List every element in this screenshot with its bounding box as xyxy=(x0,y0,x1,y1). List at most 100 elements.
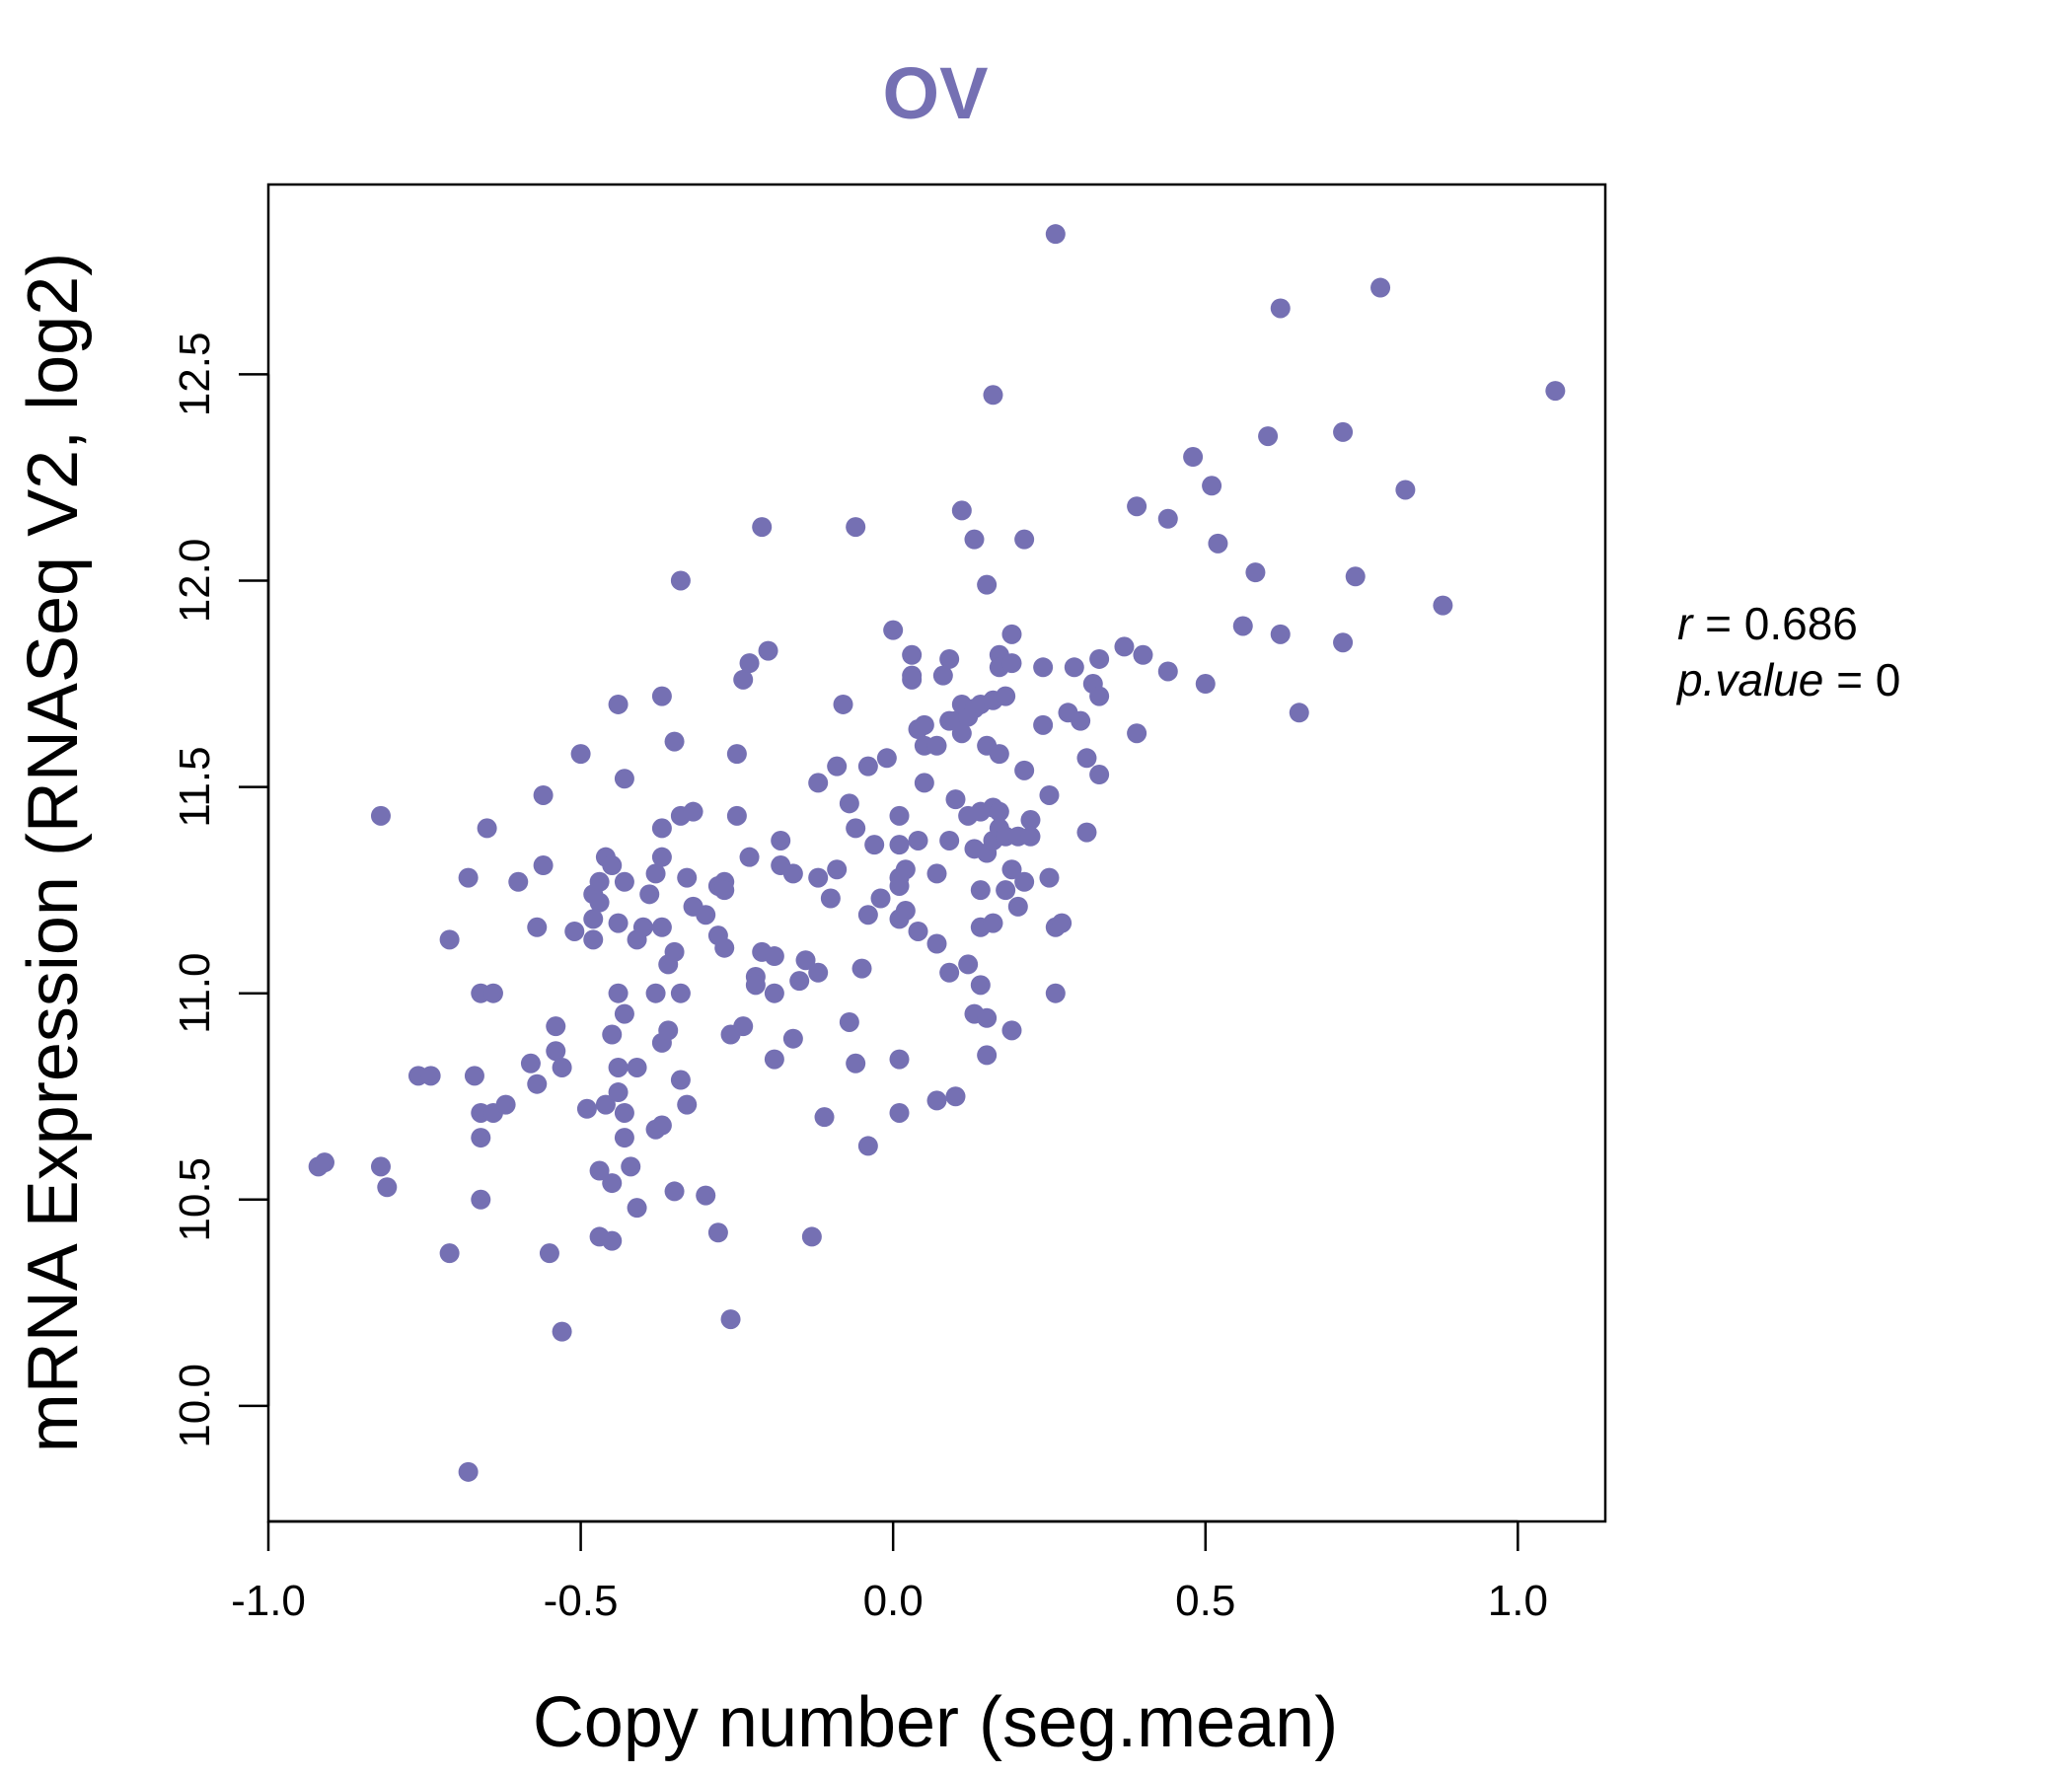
data-point xyxy=(533,855,554,876)
data-point xyxy=(1245,562,1266,583)
data-point xyxy=(839,1011,859,1032)
data-point xyxy=(564,921,585,941)
data-point xyxy=(996,880,1016,901)
y-tick-label: 12.5 xyxy=(171,333,219,417)
data-point xyxy=(839,793,859,814)
data-point xyxy=(1020,826,1041,847)
data-point xyxy=(883,620,904,640)
data-point xyxy=(895,859,916,880)
data-point xyxy=(1114,636,1135,657)
data-point xyxy=(908,921,928,941)
chart-title: OV xyxy=(883,52,989,134)
data-point xyxy=(552,1321,572,1342)
data-point xyxy=(926,735,947,756)
data-point xyxy=(908,830,928,851)
data-point xyxy=(1127,496,1147,517)
data-point xyxy=(608,1057,629,1077)
correlation-annotation: r = 0.686 xyxy=(1677,598,1858,649)
data-point xyxy=(608,983,629,1003)
data-point xyxy=(683,801,703,822)
data-point xyxy=(926,863,947,884)
data-point xyxy=(651,686,672,706)
data-point xyxy=(889,805,910,826)
data-point xyxy=(602,855,623,876)
data-point xyxy=(670,983,691,1003)
data-point xyxy=(1007,896,1028,917)
data-point xyxy=(608,694,629,714)
y-tick-label: 10.5 xyxy=(171,1157,219,1242)
data-point xyxy=(1045,224,1066,245)
data-point xyxy=(1270,624,1291,644)
data-point xyxy=(608,913,629,933)
x-tick-label: 1.0 xyxy=(1488,1577,1548,1625)
data-point xyxy=(420,1066,441,1086)
pvalue-annotation: p.value = 0 xyxy=(1675,654,1900,705)
data-point xyxy=(714,937,735,958)
data-point xyxy=(1089,765,1110,785)
data-point xyxy=(602,1173,623,1194)
data-point xyxy=(782,1028,803,1049)
data-point xyxy=(533,784,554,805)
data-point xyxy=(808,773,829,793)
data-point xyxy=(482,983,503,1003)
data-point xyxy=(814,1107,835,1128)
data-point xyxy=(1258,426,1279,447)
data-point xyxy=(520,1053,541,1073)
data-point xyxy=(926,933,947,954)
data-point xyxy=(939,648,960,669)
data-point xyxy=(827,756,848,777)
data-point xyxy=(970,975,991,996)
data-point xyxy=(614,1128,634,1148)
data-point xyxy=(789,971,810,992)
y-tick-label: 12.0 xyxy=(171,539,219,624)
data-point xyxy=(677,1094,698,1115)
data-point xyxy=(471,1128,491,1148)
data-point xyxy=(951,500,972,521)
data-point xyxy=(733,669,754,690)
data-point xyxy=(495,1094,516,1115)
p-label: p.value xyxy=(1675,654,1823,705)
data-point xyxy=(739,653,760,674)
data-point xyxy=(1333,632,1354,653)
data-point xyxy=(1289,703,1309,723)
data-point xyxy=(602,1024,623,1045)
data-point xyxy=(546,1041,566,1062)
data-point xyxy=(939,830,960,851)
data-point xyxy=(795,950,816,971)
data-point xyxy=(1033,714,1054,735)
data-point xyxy=(539,1243,559,1264)
data-point xyxy=(1133,644,1153,665)
data-point xyxy=(977,574,998,595)
data-point xyxy=(1045,983,1066,1003)
data-point xyxy=(945,1086,966,1107)
data-point xyxy=(932,665,953,686)
data-point xyxy=(583,909,604,929)
data-point xyxy=(1208,533,1228,554)
data-point xyxy=(527,1073,548,1094)
data-point xyxy=(977,1045,998,1066)
data-point xyxy=(864,835,885,855)
data-point xyxy=(983,385,1003,406)
data-point xyxy=(651,818,672,839)
data-point xyxy=(377,1177,398,1198)
data-point xyxy=(614,1003,634,1024)
data-point xyxy=(801,1226,822,1247)
data-point xyxy=(627,1057,647,1077)
data-point xyxy=(945,789,966,810)
data-point xyxy=(889,1102,910,1123)
data-point xyxy=(645,863,666,884)
data-point xyxy=(914,773,934,793)
data-point xyxy=(733,1016,754,1037)
data-point xyxy=(670,1070,691,1090)
data-point xyxy=(614,769,634,789)
data-point xyxy=(996,686,1016,706)
data-point xyxy=(926,1090,947,1111)
data-point xyxy=(739,847,760,867)
data-point xyxy=(851,958,872,979)
data-point xyxy=(1076,822,1097,843)
data-point xyxy=(902,644,923,665)
data-point xyxy=(771,830,791,851)
data-point xyxy=(458,1461,479,1482)
data-point xyxy=(820,888,841,909)
data-point xyxy=(477,818,497,839)
